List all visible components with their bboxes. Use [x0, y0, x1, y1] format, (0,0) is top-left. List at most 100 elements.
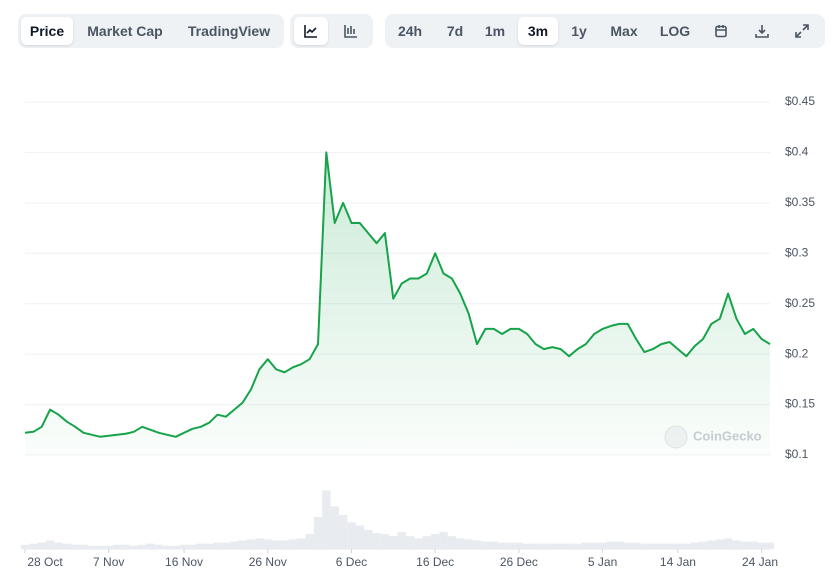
download-button[interactable] [746, 17, 778, 45]
volume-bar [430, 534, 440, 549]
x-tick-label: 26 Dec [500, 555, 538, 569]
range[interactable]: Max [610, 23, 638, 39]
volume-bar [456, 538, 465, 549]
volume-bar [196, 543, 205, 549]
volume-bar [37, 542, 46, 549]
volume-bar [112, 544, 122, 549]
volume-bar [606, 541, 616, 549]
volume-bar [204, 543, 214, 549]
candle-chart-button[interactable] [334, 17, 368, 45]
range[interactable]: 3m [518, 17, 558, 45]
volume-bar [347, 522, 356, 549]
volume-bar [104, 545, 113, 549]
volume-bar [380, 534, 390, 549]
volume-bar [464, 539, 473, 549]
volume-bar [598, 542, 607, 549]
volume-bar [414, 538, 423, 549]
volume-bar [71, 544, 80, 549]
view-tabs: Price Market Cap TradingView [18, 14, 284, 48]
volume-bar [757, 542, 766, 549]
volume-bar [271, 540, 281, 549]
y-tick-label: $0.2 [785, 346, 809, 360]
volume-bar [20, 544, 30, 549]
price-line [24, 151, 771, 438]
tab[interactable]: TradingView [187, 23, 271, 39]
volume-bar [581, 542, 591, 549]
volume-bar [263, 539, 272, 549]
volume-bar [749, 541, 758, 549]
watermark-text: CoinGecko [693, 428, 762, 443]
volume-bar [171, 545, 180, 549]
volume-bar [472, 540, 482, 549]
range[interactable]: 1m [484, 23, 506, 39]
volume-bar [548, 543, 557, 549]
candle-icon [344, 25, 357, 38]
y-tick-label: $0.35 [785, 195, 815, 209]
volume-bar [765, 542, 775, 549]
expand-icon [795, 24, 809, 38]
tab[interactable]: Price [21, 17, 73, 45]
fullscreen-button[interactable] [786, 17, 818, 45]
line-chart-button[interactable] [294, 17, 328, 45]
volume-bar [79, 544, 88, 549]
calendar-button[interactable] [705, 17, 737, 45]
volume-bar [698, 541, 708, 549]
range[interactable]: 24h [397, 23, 423, 39]
volume-bar [213, 542, 222, 549]
volume-bar [623, 542, 632, 549]
download-icon [755, 25, 769, 38]
volume-bar [188, 544, 197, 549]
volume-bar [96, 545, 105, 549]
volume-bar [648, 543, 657, 549]
volume-bar [313, 517, 323, 549]
volume-bar [682, 543, 691, 549]
volume-bar [280, 540, 289, 549]
volume-bar [707, 540, 716, 549]
volume-bar [514, 542, 524, 549]
volume-bar [497, 542, 507, 549]
x-tick-label: 16 Dec [416, 555, 454, 569]
y-tick-label: $0.1 [785, 447, 809, 461]
volume-bar [288, 539, 298, 549]
volume-bar [723, 538, 733, 549]
volume-bar [179, 544, 189, 549]
y-tick-label: $0.3 [785, 245, 809, 259]
line-icon [304, 25, 317, 38]
volume-bar [255, 538, 264, 549]
volume-bar [238, 540, 247, 549]
y-tick-label: $0.4 [785, 145, 809, 159]
volume-bar [590, 542, 599, 549]
y-tick-label: $0.25 [785, 296, 815, 310]
x-tick-label: 14 Jan [660, 555, 696, 569]
volume-bar [523, 543, 532, 549]
calendar-icon [715, 25, 727, 38]
volume-bar [405, 536, 415, 549]
watermark-logo [664, 425, 688, 449]
range[interactable]: 1y [571, 23, 587, 39]
volume-bar [372, 533, 381, 549]
y-tick-label: $0.15 [785, 397, 815, 411]
volume-bar [129, 545, 139, 549]
volume-bar [640, 543, 649, 549]
volume-bar [146, 543, 155, 549]
log-toggle[interactable]: LOG [659, 23, 691, 39]
range[interactable]: 7d [446, 23, 464, 39]
volume-bar [656, 543, 666, 549]
volume-bar [665, 543, 674, 549]
x-tick-label: 6 Dec [336, 555, 367, 569]
x-tick-label: 16 Nov [165, 555, 203, 569]
volume-bar [715, 539, 724, 549]
volume-bar [732, 540, 741, 549]
volume-bar [489, 541, 498, 549]
volume-bar [447, 536, 457, 549]
volume-bar [297, 538, 306, 549]
volume-bar [740, 541, 750, 549]
volume-bar [690, 542, 699, 549]
volume-bar [506, 542, 515, 549]
volume-bar [564, 543, 574, 549]
volume-bar [673, 543, 683, 549]
volume-bar [573, 543, 582, 549]
volume-bar [397, 531, 406, 549]
volume-bar [121, 544, 130, 549]
tab[interactable]: Market Cap [87, 23, 163, 39]
